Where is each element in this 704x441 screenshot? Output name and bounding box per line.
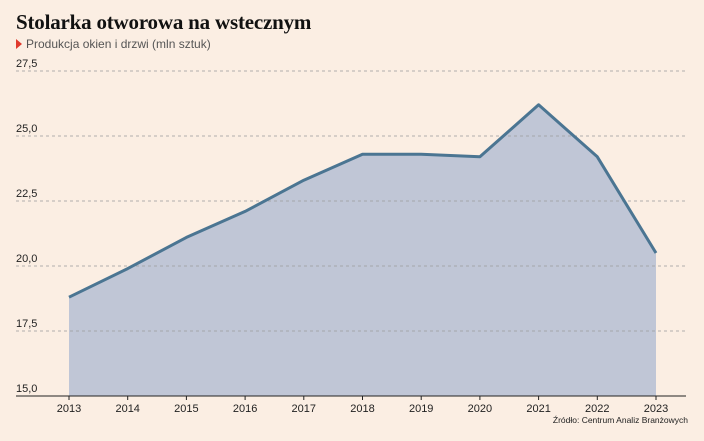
chart-subtitle: Produkcja okien i drzwi (mln sztuk) <box>16 37 211 51</box>
plot-area <box>69 104 656 397</box>
x-tick-label: 2015 <box>174 403 198 415</box>
area-fill <box>69 104 656 397</box>
y-tick-label: 27,5 <box>16 58 37 70</box>
x-tick-label: 2023 <box>644 403 668 415</box>
y-tick-label: 15,0 <box>16 383 37 395</box>
x-tick-label: 2022 <box>585 403 609 415</box>
source-note: Źródło: Centrum Analiz Branżowych <box>552 415 688 425</box>
x-tick-label: 2018 <box>350 403 374 415</box>
series-line <box>68 103 658 299</box>
x-tick-label: 2020 <box>468 403 492 415</box>
y-tick-label: 20,0 <box>16 253 37 265</box>
x-tick-label: 2013 <box>57 403 81 415</box>
x-tick-label: 2021 <box>526 403 550 415</box>
x-tick-label: 2016 <box>233 403 257 415</box>
y-axis: 15,0 17,5 20,0 22,5 25,0 27,5 <box>16 58 37 395</box>
x-axis: 2013 2014 2015 2016 2017 2018 2019 2020 2021 2022… <box>57 396 668 415</box>
y-tick-label: 25,0 <box>16 123 37 135</box>
subtitle-text: Produkcja okien i drzwi (mln sztuk) <box>26 37 211 51</box>
x-tick-label: 2014 <box>115 403 139 415</box>
x-tick-label: 2017 <box>292 403 316 415</box>
chart-title: Stolarka otworowa na wstecznym <box>16 10 312 34</box>
y-tick-label: 22,5 <box>16 188 37 200</box>
x-tick-label: 2019 <box>409 403 433 415</box>
triangle-marker-icon <box>16 39 22 49</box>
y-tick-label: 17,5 <box>16 318 37 330</box>
